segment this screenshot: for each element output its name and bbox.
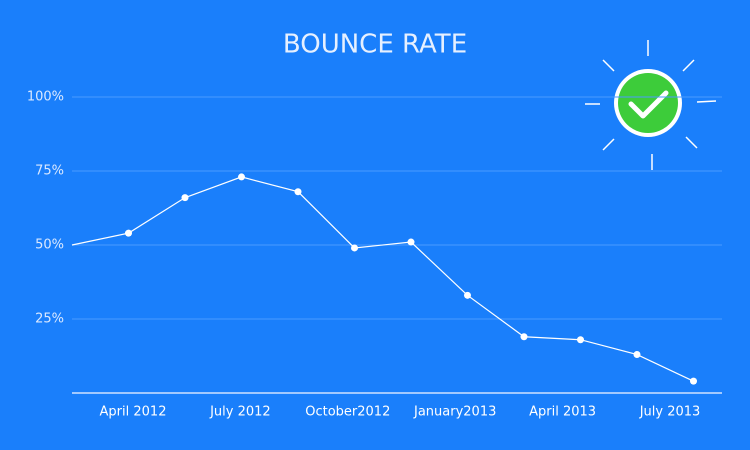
point bbox=[238, 173, 245, 181]
y-tick-label: 75% bbox=[35, 164, 64, 179]
x-tick-label: April 2012 bbox=[100, 405, 167, 420]
chart-title: BOUNCE RATE bbox=[283, 30, 467, 60]
line bbox=[71, 176, 694, 382]
success-badge bbox=[585, 40, 717, 170]
x-tick-label: July 2013 bbox=[639, 405, 701, 420]
point bbox=[351, 244, 358, 252]
y-tick-label: 50% bbox=[35, 238, 64, 253]
y-tick-label: 100% bbox=[27, 90, 64, 105]
point bbox=[633, 351, 641, 359]
x-tick-label: April 2013 bbox=[529, 405, 596, 420]
point bbox=[577, 336, 584, 344]
point bbox=[464, 291, 471, 299]
point bbox=[690, 377, 697, 385]
point bbox=[294, 188, 302, 196]
point bbox=[407, 238, 415, 246]
point bbox=[125, 229, 132, 237]
point bbox=[181, 194, 189, 202]
x-tick-label: January2013 bbox=[413, 405, 496, 420]
point bbox=[520, 333, 528, 341]
y-tick-label: 25% bbox=[35, 312, 64, 327]
x-tick-label: July 2012 bbox=[209, 405, 271, 420]
x-tick-label: October2012 bbox=[305, 405, 390, 420]
